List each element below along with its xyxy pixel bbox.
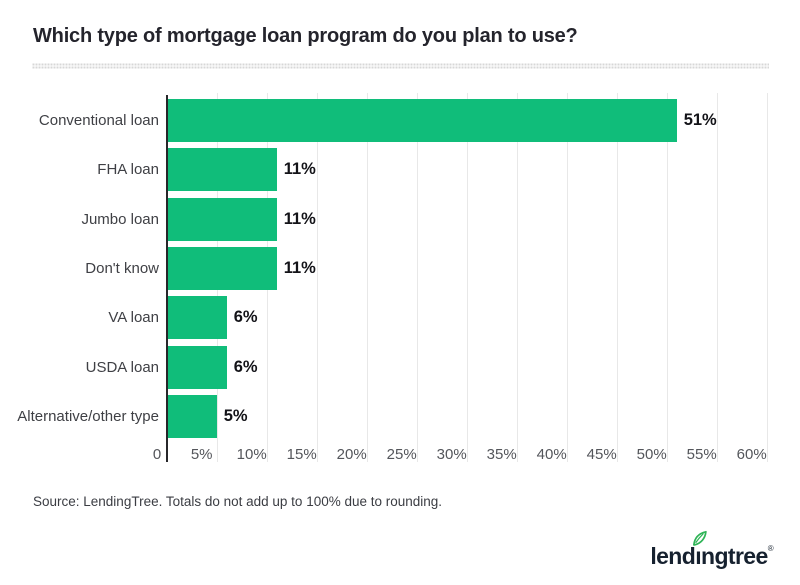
x-tick-label: 55% [686,446,717,463]
x-tick-label: 20% [336,446,367,463]
value-label: 11% [283,258,316,277]
leaf-icon [693,530,707,546]
bar [168,197,277,241]
x-tick-label: 60% [736,446,767,463]
category-label: Conventional loan [38,112,159,129]
gridline [766,93,768,462]
value-label: 6% [233,357,258,376]
x-tick-label: 10% [236,446,267,463]
gridline [366,93,368,462]
gridline [466,93,468,462]
bar [168,345,227,389]
gridline [516,93,518,462]
logo-text-i: ı [695,543,701,569]
bar [168,296,227,340]
x-tick-label: 45% [586,446,617,463]
y-axis-line [165,95,168,462]
chart-title: Which type of mortgage loan program do y… [33,25,578,47]
x-tick-label: 50% [636,446,667,463]
category-label: USDA loan [85,358,159,376]
value-label: 11% [283,209,316,228]
x-tick-label: 40% [536,446,567,463]
value-label: 6% [233,308,258,327]
category-label: Don't know [85,259,159,277]
category-label: VA loan [108,309,159,327]
x-tick-label: 5% [190,446,213,463]
title-divider [32,63,769,69]
x-tick-label: 25% [386,446,417,463]
gridline [616,93,618,462]
logo-text-lend: lend [650,543,696,569]
logo-i-with-leaf: ı [693,530,707,570]
source-note: Source: LendingTree. Totals do not add u… [33,494,443,509]
bar [168,99,677,142]
value-label: 5% [223,406,248,425]
category-label: Jumbo loan [81,210,159,228]
category-label: Alternative/other type [17,407,159,425]
gridline [316,93,318,462]
lendingtree-logo: lend ıngtree® [650,530,774,570]
gridline [716,93,718,462]
value-label: 11% [283,160,316,179]
x-tick-label: 30% [436,446,467,463]
gridline [416,93,418,462]
bar [168,394,217,438]
registered-mark: ® [767,544,774,553]
category-label: FHA loan [97,161,159,179]
bar [168,246,277,290]
gridline [666,93,668,462]
bar [168,148,277,192]
value-label: 51% [683,111,717,129]
logo-text-ngtree: ngtree [701,543,768,569]
x-tick-label: 0 [152,446,162,463]
x-tick-label: 35% [486,446,517,463]
gridline [566,93,568,462]
x-tick-label: 15% [286,446,317,463]
